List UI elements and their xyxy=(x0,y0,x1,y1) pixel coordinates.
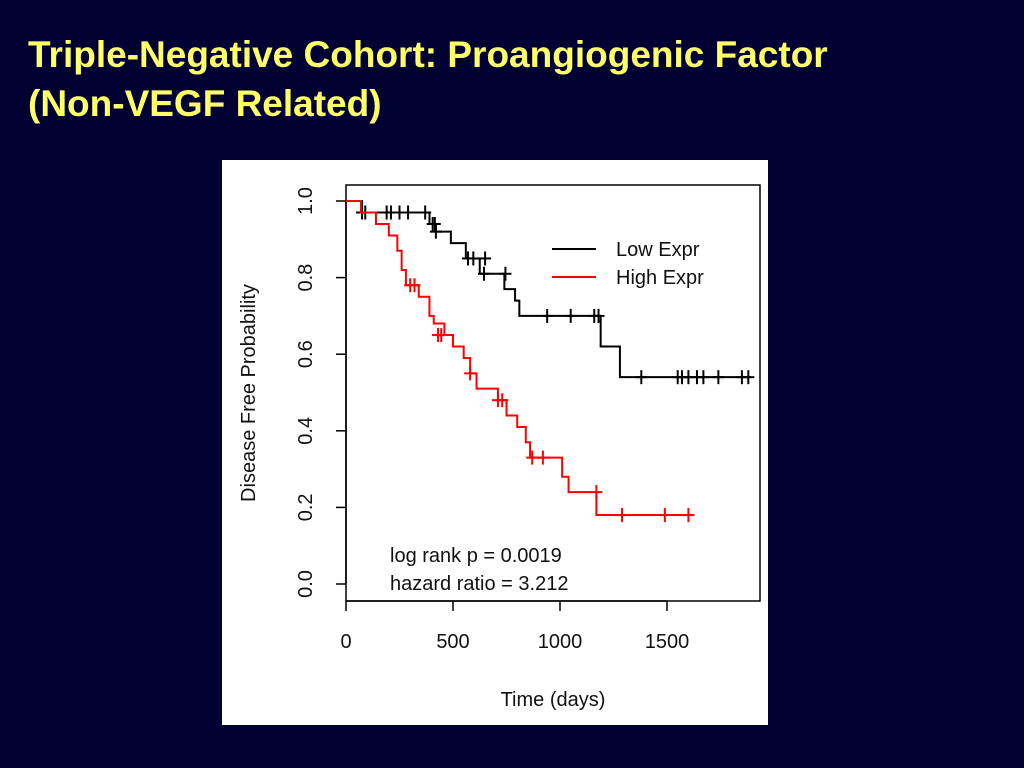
y-tick-label: 0.4 xyxy=(295,417,317,445)
slide-title-line-1: Triple-Negative Cohort: Proangiogenic Fa… xyxy=(28,34,828,75)
series-line-1 xyxy=(346,200,693,517)
y-tick-label: 0.6 xyxy=(295,340,317,368)
y-tick-label: 0.0 xyxy=(295,570,317,598)
y-tick-label: 0.2 xyxy=(295,493,317,521)
x-axis-label: Time (days) xyxy=(501,689,606,711)
series-layer xyxy=(346,200,755,523)
slide-title-line-2: (Non-VEGF Related) xyxy=(28,83,382,124)
km-chart: Time (days) Disease Free Probability 0.0… xyxy=(238,184,761,711)
x-tick-label: 1500 xyxy=(645,631,690,653)
annotation-log-rank: log rank p = 0.0019 xyxy=(390,545,562,567)
y-axis-label: Disease Free Probability xyxy=(238,284,260,502)
series-line-0 xyxy=(346,200,751,379)
x-axis: 0 500 1000 1500 xyxy=(340,600,690,653)
x-tick-label: 0 xyxy=(340,631,351,653)
y-axis: 0.0 0.2 0.4 0.6 0.8 1.0 xyxy=(295,187,347,598)
annotation-hazard-ratio: hazard ratio = 3.212 xyxy=(390,573,568,595)
legend-label-1: High Expr xyxy=(616,267,704,289)
x-tick-label: 1000 xyxy=(538,631,583,653)
y-tick-label: 1.0 xyxy=(295,187,317,215)
slide-title: Triple-Negative Cohort: Proangiogenic Fa… xyxy=(28,30,828,128)
legend-label-0: Low Expr xyxy=(616,239,700,261)
y-tick-label: 0.8 xyxy=(295,264,317,292)
figure-panel: Time (days) Disease Free Probability 0.0… xyxy=(222,160,768,725)
legend: Low Expr High Expr xyxy=(552,239,704,289)
x-tick-label: 500 xyxy=(436,631,469,653)
